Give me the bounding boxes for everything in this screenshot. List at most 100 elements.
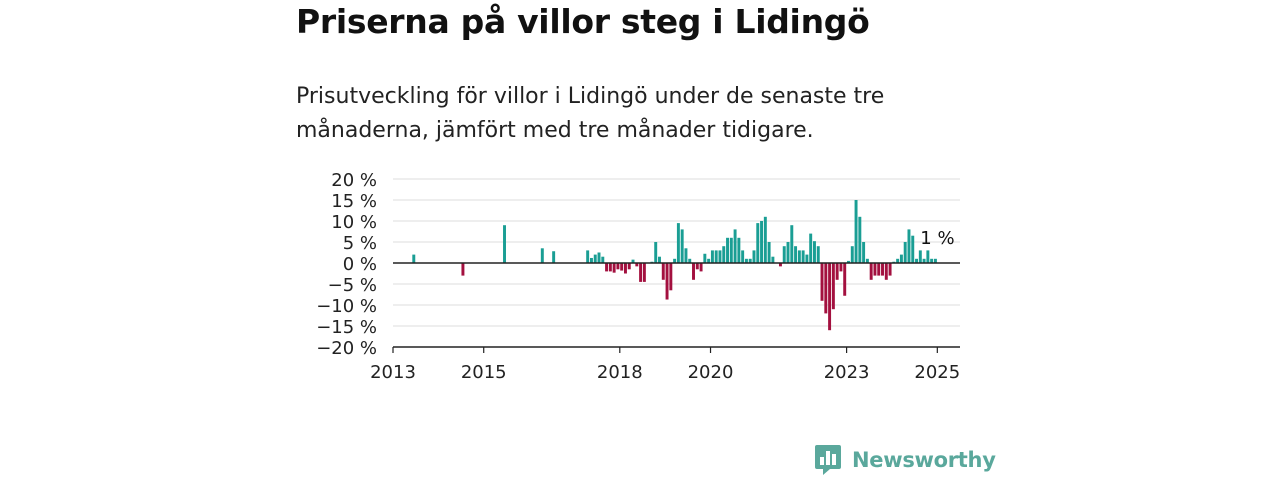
bar [824,263,828,314]
y-tick-label: 10 % [331,212,377,233]
bar [726,237,730,263]
bar [589,257,593,263]
bar [741,250,745,263]
bar [926,250,930,263]
bar [605,263,609,272]
bar [786,242,790,263]
bar [752,250,756,263]
y-tick-label: 5 % [343,233,377,254]
bar [896,258,900,263]
bar [733,229,737,263]
brand-logo: Newsworthy [814,444,996,476]
bar [688,258,692,263]
bar [623,263,627,274]
bar [873,263,877,276]
bar [843,263,847,296]
bar [778,263,782,267]
chart-subtitle: Prisutveckling för villor i Lidingö unde… [296,84,885,143]
bar [907,229,911,263]
bar [930,258,934,263]
bar [763,216,767,263]
bar [756,223,760,263]
bar [854,200,858,263]
bar [828,263,832,331]
bar [540,248,544,263]
bar [767,242,771,263]
x-tick-label: 2020 [688,362,734,383]
bar [771,256,775,263]
bar [684,248,688,263]
bar [699,263,703,272]
bar [794,246,798,263]
bar [797,250,801,263]
bar [597,252,601,263]
x-tick-label: 2023 [824,362,870,383]
bar [669,263,673,291]
bar [586,250,590,263]
bar [922,258,926,263]
y-tick-label: 20 % [331,170,377,191]
bar [673,258,677,263]
bar [858,216,862,263]
bar [680,229,684,263]
y-tick-label: −15 % [316,317,377,338]
y-tick-label: −10 % [316,296,377,317]
bar [631,259,635,263]
bar [839,263,843,272]
value-annotation: 1 % [920,228,954,249]
bar [748,258,752,263]
x-tick-label: 2018 [597,362,643,383]
newsworthy-logo-icon [815,445,841,475]
bar [850,246,854,263]
bar [760,221,764,263]
bar [933,258,937,263]
bar [695,263,699,270]
bar [627,263,631,270]
bar [503,225,506,263]
bar [809,233,813,263]
bar [714,250,718,263]
y-tick-label: −20 % [316,338,377,359]
bar [707,258,711,263]
bar [676,223,680,263]
bar [812,241,816,263]
bar [639,263,643,282]
bar [911,235,915,263]
bar [710,250,714,263]
bar [884,263,888,280]
y-tick-label: 0 % [343,254,377,275]
bar [847,260,850,263]
bar [790,225,794,263]
bar [703,253,707,263]
bar [654,242,658,263]
bar [665,263,669,300]
bar [642,263,646,282]
bar [877,263,881,276]
bar [744,258,748,263]
bar [865,258,869,263]
bar [820,263,824,301]
bar [915,258,919,263]
bar [899,254,903,263]
bar [869,263,873,280]
bar [412,254,416,263]
bar-chart: 20 %15 %10 %5 %0 %−5 %−10 %−15 %−20 % 201… [316,170,960,383]
x-tick-label: 2025 [914,362,960,383]
bar [552,251,556,263]
bar [620,263,624,271]
bar [718,250,722,263]
x-tick-label: 2015 [461,362,507,383]
bar [612,263,616,273]
bar [831,263,835,310]
bar [616,263,620,270]
bar [635,263,639,267]
bar [593,254,597,263]
bar [661,263,665,280]
bar [737,237,741,263]
brand-name: Newsworthy [852,448,996,472]
bar [782,246,786,263]
bar [835,263,839,280]
bar [881,263,884,276]
bar [601,256,605,263]
bar [692,263,695,280]
